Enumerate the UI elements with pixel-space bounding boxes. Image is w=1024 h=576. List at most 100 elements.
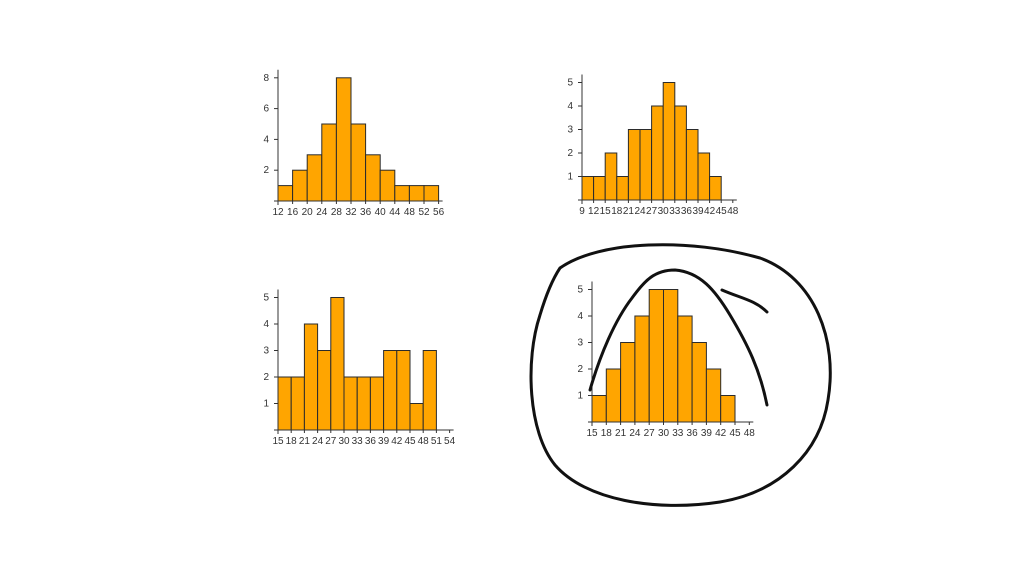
y-tick-label: 4 xyxy=(577,311,583,322)
x-tick-label: 9 xyxy=(579,206,585,217)
x-tick-label: 30 xyxy=(658,206,670,217)
x-tick-label: 48 xyxy=(418,436,430,447)
x-tick-label: 27 xyxy=(644,428,656,439)
histogram-bar xyxy=(303,323,319,431)
x-tick-label: 21 xyxy=(299,436,311,447)
x-tick-label: 15 xyxy=(272,436,284,447)
histogram-bar xyxy=(290,376,305,431)
y-tick-label: 8 xyxy=(263,73,269,84)
histogram-bar xyxy=(356,376,371,431)
y-tick-label: 2 xyxy=(567,148,573,159)
histogram-bar xyxy=(720,395,736,423)
histogram-bar xyxy=(605,368,622,423)
x-tick-label: 18 xyxy=(601,428,613,439)
histogram-bar xyxy=(365,154,381,202)
x-tick-label: 33 xyxy=(672,428,684,439)
x-tick-label: 54 xyxy=(444,436,456,447)
x-tick-label: 32 xyxy=(345,207,357,218)
y-tick-label: 1 xyxy=(577,391,583,402)
x-tick-label: 30 xyxy=(338,436,350,447)
histogram-bar xyxy=(330,297,345,431)
x-tick-label: 27 xyxy=(325,436,337,447)
x-tick-label: 45 xyxy=(729,428,741,439)
histogram-bar xyxy=(604,152,618,201)
x-tick-label: 12 xyxy=(588,206,600,217)
y-tick-label: 5 xyxy=(577,285,583,296)
y-tick-label: 3 xyxy=(577,338,583,349)
y-tick-label: 2 xyxy=(263,372,269,383)
x-tick-label: 56 xyxy=(433,207,445,218)
y-tick-label: 5 xyxy=(567,78,573,89)
x-tick-label: 44 xyxy=(389,207,401,218)
histogram-bar xyxy=(709,176,722,201)
x-tick-label: 18 xyxy=(286,436,298,447)
x-tick-label: 48 xyxy=(404,207,416,218)
x-tick-label: 45 xyxy=(404,436,416,447)
histogram-bar xyxy=(651,105,664,201)
x-tick-label: 21 xyxy=(623,206,635,217)
y-tick-label: 4 xyxy=(263,319,269,330)
y-tick-label: 2 xyxy=(263,165,269,176)
histogram-bar xyxy=(343,376,358,431)
x-tick-label: 24 xyxy=(629,428,641,439)
x-tick-label: 15 xyxy=(586,428,598,439)
x-tick-label: 24 xyxy=(312,436,324,447)
histogram-bar xyxy=(639,129,653,201)
y-tick-label: 3 xyxy=(263,346,269,357)
x-tick-label: 20 xyxy=(302,207,314,218)
histogram-bar xyxy=(321,123,337,202)
histogram-bar xyxy=(277,185,294,202)
histogram-bar xyxy=(335,77,352,202)
x-tick-label: 33 xyxy=(669,206,681,217)
histogram-bar xyxy=(292,169,308,202)
histogram-bar xyxy=(306,154,323,202)
histogram-bar xyxy=(677,315,693,423)
histogram-bar xyxy=(697,152,711,201)
x-tick-label: 48 xyxy=(744,428,756,439)
histogram-bar xyxy=(593,176,606,201)
histogram-bar xyxy=(620,342,636,423)
y-tick-label: 1 xyxy=(263,399,269,410)
histogram-bar xyxy=(350,123,367,202)
y-tick-label: 5 xyxy=(263,293,269,304)
x-tick-label: 52 xyxy=(418,207,430,218)
x-tick-label: 28 xyxy=(331,207,343,218)
x-tick-label: 18 xyxy=(611,206,623,217)
x-tick-label: 21 xyxy=(615,428,627,439)
histogram-bar xyxy=(591,395,607,423)
histogram-bar xyxy=(369,376,385,431)
histogram-bar xyxy=(663,289,679,423)
histogram-bar xyxy=(396,350,411,431)
x-tick-label: 27 xyxy=(646,206,658,217)
x-tick-label: 40 xyxy=(375,207,387,218)
histogram-bar xyxy=(662,82,676,201)
x-tick-label: 39 xyxy=(378,436,390,447)
histogram-bar xyxy=(648,289,665,423)
x-tick-label: 24 xyxy=(316,207,328,218)
y-tick-label: 4 xyxy=(567,101,573,112)
y-tick-label: 3 xyxy=(567,125,573,136)
histogram-bar xyxy=(409,403,424,431)
x-tick-label: 45 xyxy=(716,206,728,217)
x-tick-label: 12 xyxy=(272,207,284,218)
histogram-bar xyxy=(634,315,650,423)
x-tick-label: 39 xyxy=(692,206,704,217)
y-tick-label: 6 xyxy=(263,104,269,115)
x-tick-label: 36 xyxy=(360,207,372,218)
histogram-bar xyxy=(394,185,410,202)
histogram-bar xyxy=(581,176,595,201)
x-tick-label: 42 xyxy=(715,428,727,439)
x-tick-label: 36 xyxy=(681,206,693,217)
x-tick-label: 39 xyxy=(701,428,713,439)
histogram-bar xyxy=(277,376,292,431)
histogram-bar xyxy=(705,368,722,423)
histogram-bar xyxy=(408,185,425,202)
y-tick-label: 4 xyxy=(263,134,269,145)
y-tick-label: 2 xyxy=(577,364,583,375)
x-tick-label: 33 xyxy=(352,436,364,447)
